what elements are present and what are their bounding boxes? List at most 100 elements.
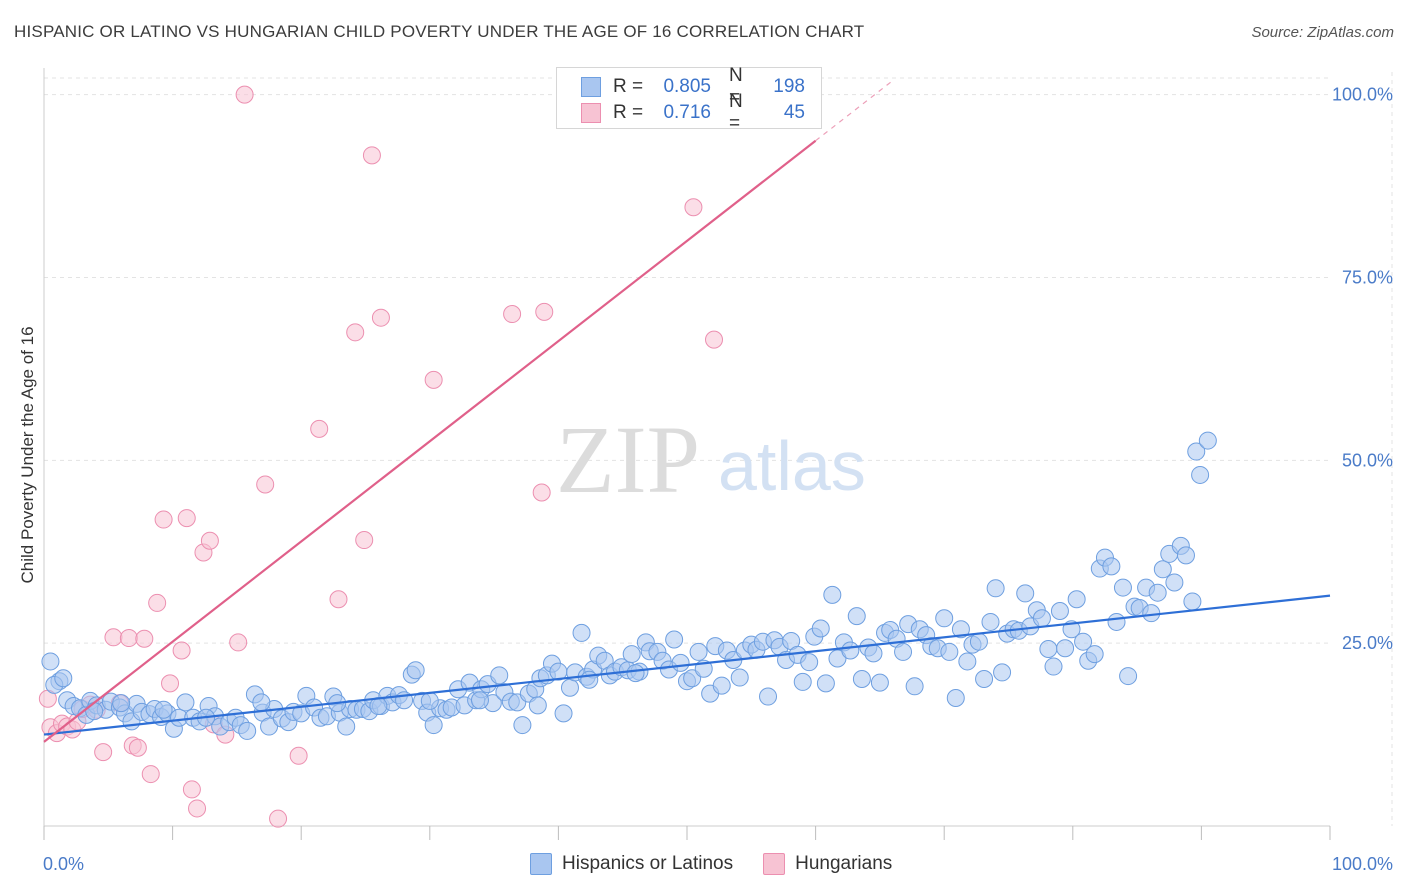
- data-point: [828, 649, 847, 668]
- data-point: [154, 510, 173, 529]
- data-point: [894, 642, 913, 661]
- x-tick-label: 0.0%: [43, 854, 84, 874]
- trend-line-hispanics: [43, 594, 1331, 736]
- data-point: [1016, 584, 1035, 603]
- data-point: [705, 330, 724, 349]
- data-point: [362, 146, 381, 165]
- data-point: [176, 693, 195, 712]
- data-point: [800, 653, 819, 672]
- data-point: [580, 670, 599, 689]
- data-point: [1142, 604, 1161, 623]
- watermark-zip: ZIP: [556, 406, 700, 513]
- data-point: [1119, 667, 1138, 686]
- y-tick-label: 25.0%: [1342, 633, 1393, 653]
- data-point: [252, 693, 271, 712]
- n-label: N =: [729, 65, 743, 108]
- data-point: [424, 370, 443, 389]
- data-point: [975, 669, 994, 688]
- data-point: [41, 652, 60, 671]
- data-point: [572, 623, 591, 642]
- legend-label-hispanics: Hispanics or Latinos: [562, 853, 734, 874]
- data-point: [951, 620, 970, 639]
- data-point: [310, 419, 329, 438]
- data-point: [730, 668, 749, 687]
- legend-item-hispanics[interactable]: Hispanics or Latinos: [530, 853, 733, 875]
- data-point: [986, 579, 1005, 598]
- data-point: [141, 765, 160, 784]
- data-point: [905, 677, 924, 696]
- r-label: R =: [613, 102, 644, 123]
- data-point: [1102, 557, 1121, 576]
- data-point: [182, 780, 201, 799]
- r-value: 0.716: [663, 102, 711, 123]
- data-point: [684, 198, 703, 217]
- n-value: 45: [783, 102, 805, 123]
- tick-labels: 25.0% 50.0% 75.0% 100.0% 0.0% 100.0%: [43, 85, 1393, 874]
- stats-row-hungarians: R = 0.716 N = 45: [581, 91, 805, 134]
- y-tick-label: 75.0%: [1342, 267, 1393, 287]
- data-point: [54, 669, 73, 688]
- trend-lines: [43, 79, 1331, 743]
- data-point: [532, 483, 551, 502]
- trend-line-hungarians-extension: [815, 79, 894, 142]
- swatch-hungarians: [581, 103, 601, 123]
- data-point: [470, 691, 489, 710]
- data-point: [513, 716, 532, 735]
- data-point: [981, 612, 1000, 631]
- series-legend: Hispanics or Latinos Hungarians: [530, 852, 922, 876]
- data-point: [712, 676, 731, 695]
- data-point: [260, 717, 279, 736]
- data-point: [355, 531, 374, 550]
- watermark: ZIP atlas: [556, 406, 866, 513]
- legend-label-hungarians: Hungarians: [795, 853, 893, 874]
- data-point: [811, 619, 830, 638]
- data-point: [852, 669, 871, 688]
- data-point: [177, 509, 196, 528]
- data-point: [554, 704, 573, 723]
- data-point: [424, 716, 443, 735]
- data-point: [94, 743, 113, 762]
- data-point: [1183, 592, 1202, 611]
- data-point: [104, 628, 123, 647]
- source-label: Source: ZipAtlas.com: [1251, 24, 1394, 41]
- data-point: [993, 663, 1012, 682]
- data-point: [329, 590, 348, 609]
- data-point: [1165, 573, 1184, 592]
- data-point: [420, 691, 439, 710]
- data-point: [85, 702, 104, 721]
- data-point: [841, 641, 860, 660]
- legend-swatch-hungarians: [763, 853, 786, 875]
- r-label: R =: [613, 76, 644, 97]
- stats-row-hispanics: R = 0.805 N = 198: [581, 65, 805, 108]
- data-point: [161, 674, 180, 693]
- data-point: [622, 645, 641, 664]
- data-point: [935, 609, 954, 628]
- data-point: [683, 669, 702, 688]
- data-point: [154, 700, 173, 719]
- watermark-atlas: atlas: [718, 427, 866, 505]
- data-point: [1056, 639, 1075, 658]
- data-point: [1113, 578, 1132, 597]
- data-point: [1153, 560, 1172, 579]
- data-point: [1198, 431, 1217, 450]
- data-point: [560, 678, 579, 697]
- data-point: [1044, 657, 1063, 676]
- trend-line-hungarians: [43, 139, 817, 743]
- data-point: [119, 629, 138, 648]
- data-point: [490, 666, 509, 685]
- data-point: [1032, 609, 1051, 628]
- n-label: N =: [729, 91, 743, 134]
- data-point: [665, 630, 684, 649]
- data-point: [112, 694, 131, 713]
- r-value: 0.805: [663, 76, 711, 97]
- data-point: [1067, 590, 1086, 609]
- data-point: [289, 746, 308, 765]
- legend-item-hungarians[interactable]: Hungarians: [763, 853, 892, 875]
- data-point: [371, 308, 390, 327]
- data-point: [148, 593, 167, 612]
- data-point: [969, 632, 988, 651]
- data-point: [958, 652, 977, 671]
- data-point: [229, 633, 248, 652]
- data-point: [1050, 601, 1069, 620]
- stats-legend: R = 0.805 N = 198 R = 0.716 N = 45: [556, 65, 822, 134]
